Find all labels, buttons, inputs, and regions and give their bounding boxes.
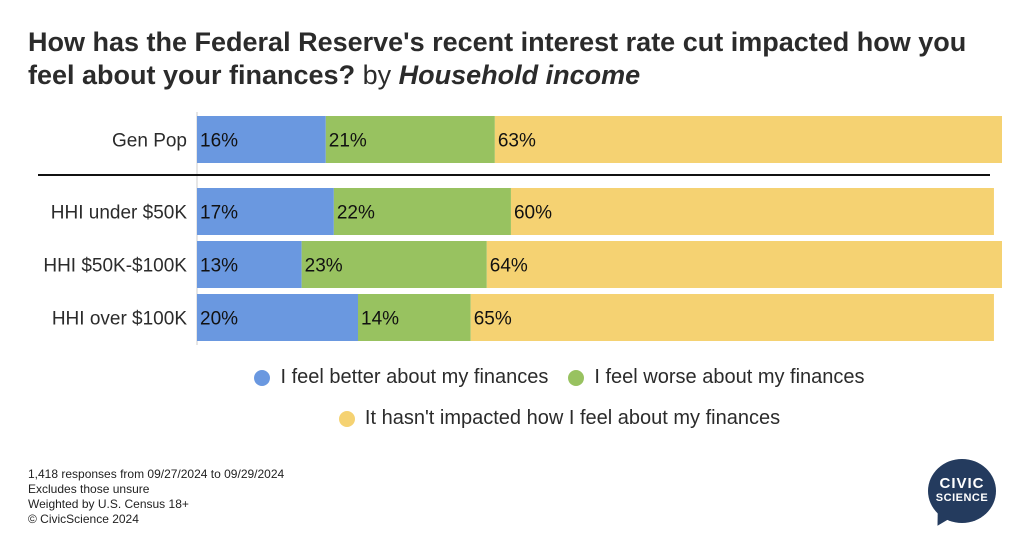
value-label-worse-hhi-50k-100k: 23%	[305, 256, 343, 277]
value-label-no-impact-gen-pop: 63%	[498, 131, 536, 152]
civicscience-logo: CIVIC SCIENCE	[928, 459, 996, 531]
category-label-hhi-under-50k: HHI under $50K	[51, 203, 188, 224]
chart-title: How has the Federal Reserve's recent int…	[28, 26, 1008, 92]
legend-swatch-no-impact	[338, 410, 355, 427]
category-label-hhi-over-100k: HHI over $100K	[52, 309, 188, 330]
bar-no-impact-hhi-under-50k	[510, 188, 994, 235]
title-main: How has the Federal Reserve's recent int…	[28, 27, 967, 90]
legend-item-worse: I feel worse about my finances	[568, 366, 865, 389]
bar-better-hhi-over-100k	[197, 294, 358, 341]
title-by: by	[362, 60, 392, 90]
footnote-responses: 1,418 responses from 09/27/2024 to 09/29…	[28, 467, 285, 481]
category-label-gen-pop: Gen Pop	[112, 131, 187, 152]
footnote-copyright: © CivicScience 2024	[28, 512, 139, 526]
bar-no-impact-gen-pop	[494, 116, 1002, 163]
stacked-bar-chart: Gen Pop 16% 21% 63% HHI under $50K 17% 22% 60% H…	[38, 112, 1002, 345]
title-dimension: Household income	[398, 60, 641, 90]
logo-line1: CIVIC	[939, 475, 985, 492]
bar-no-impact-hhi-over-100k	[470, 294, 994, 341]
bar-worse-gen-pop	[325, 116, 495, 163]
bar-better-hhi-under-50k	[197, 188, 334, 235]
value-label-worse-gen-pop: 21%	[329, 131, 367, 152]
bar-no-impact-hhi-50k-100k	[486, 241, 1002, 288]
value-label-worse-hhi-over-100k: 14%	[361, 309, 399, 330]
value-label-no-impact-hhi-over-100k: 65%	[474, 309, 512, 330]
value-label-worse-hhi-under-50k: 22%	[337, 203, 375, 224]
value-label-no-impact-hhi-50k-100k: 64%	[490, 256, 528, 277]
legend-label-worse: I feel worse about my finances	[594, 366, 865, 388]
value-label-better-gen-pop: 16%	[200, 131, 238, 152]
value-label-better-hhi-over-100k: 20%	[200, 309, 238, 330]
bar-better-hhi-50k-100k	[197, 241, 302, 288]
legend-item-no-impact: It hasn't impacted how I feel about my f…	[338, 407, 781, 430]
legend-label-better: I feel better about my finances	[280, 366, 549, 388]
legend: I feel better about my finances I feel w…	[0, 366, 1024, 448]
bar-worse-hhi-over-100k	[358, 294, 471, 341]
legend-swatch-worse	[568, 369, 585, 386]
category-label-hhi-50k-100k: HHI $50K-$100K	[43, 256, 187, 277]
value-label-no-impact-hhi-under-50k: 60%	[514, 203, 552, 224]
value-label-better-hhi-under-50k: 17%	[200, 203, 238, 224]
legend-label-no-impact: It hasn't impacted how I feel about my f…	[364, 407, 781, 429]
value-label-better-hhi-50k-100k: 13%	[200, 256, 238, 277]
legend-item-better: I feel better about my finances	[254, 366, 548, 389]
bar-worse-hhi-under-50k	[333, 188, 511, 235]
legend-row-1: I feel better about my finances I feel w…	[0, 366, 1024, 389]
footnote-excludes: Excludes those unsure	[28, 482, 150, 496]
footnotes: 1,418 responses from 09/27/2024 to 09/29…	[28, 467, 284, 527]
legend-row-2: It hasn't impacted how I feel about my f…	[0, 407, 1024, 430]
logo-line2: SCIENCE	[935, 492, 989, 504]
logo-bubble: CIVIC SCIENCE	[928, 459, 996, 523]
bar-worse-hhi-50k-100k	[301, 241, 487, 288]
footnote-weighted: Weighted by U.S. Census 18+	[28, 497, 189, 511]
legend-swatch-better	[254, 369, 271, 386]
bar-better-gen-pop	[197, 116, 326, 163]
